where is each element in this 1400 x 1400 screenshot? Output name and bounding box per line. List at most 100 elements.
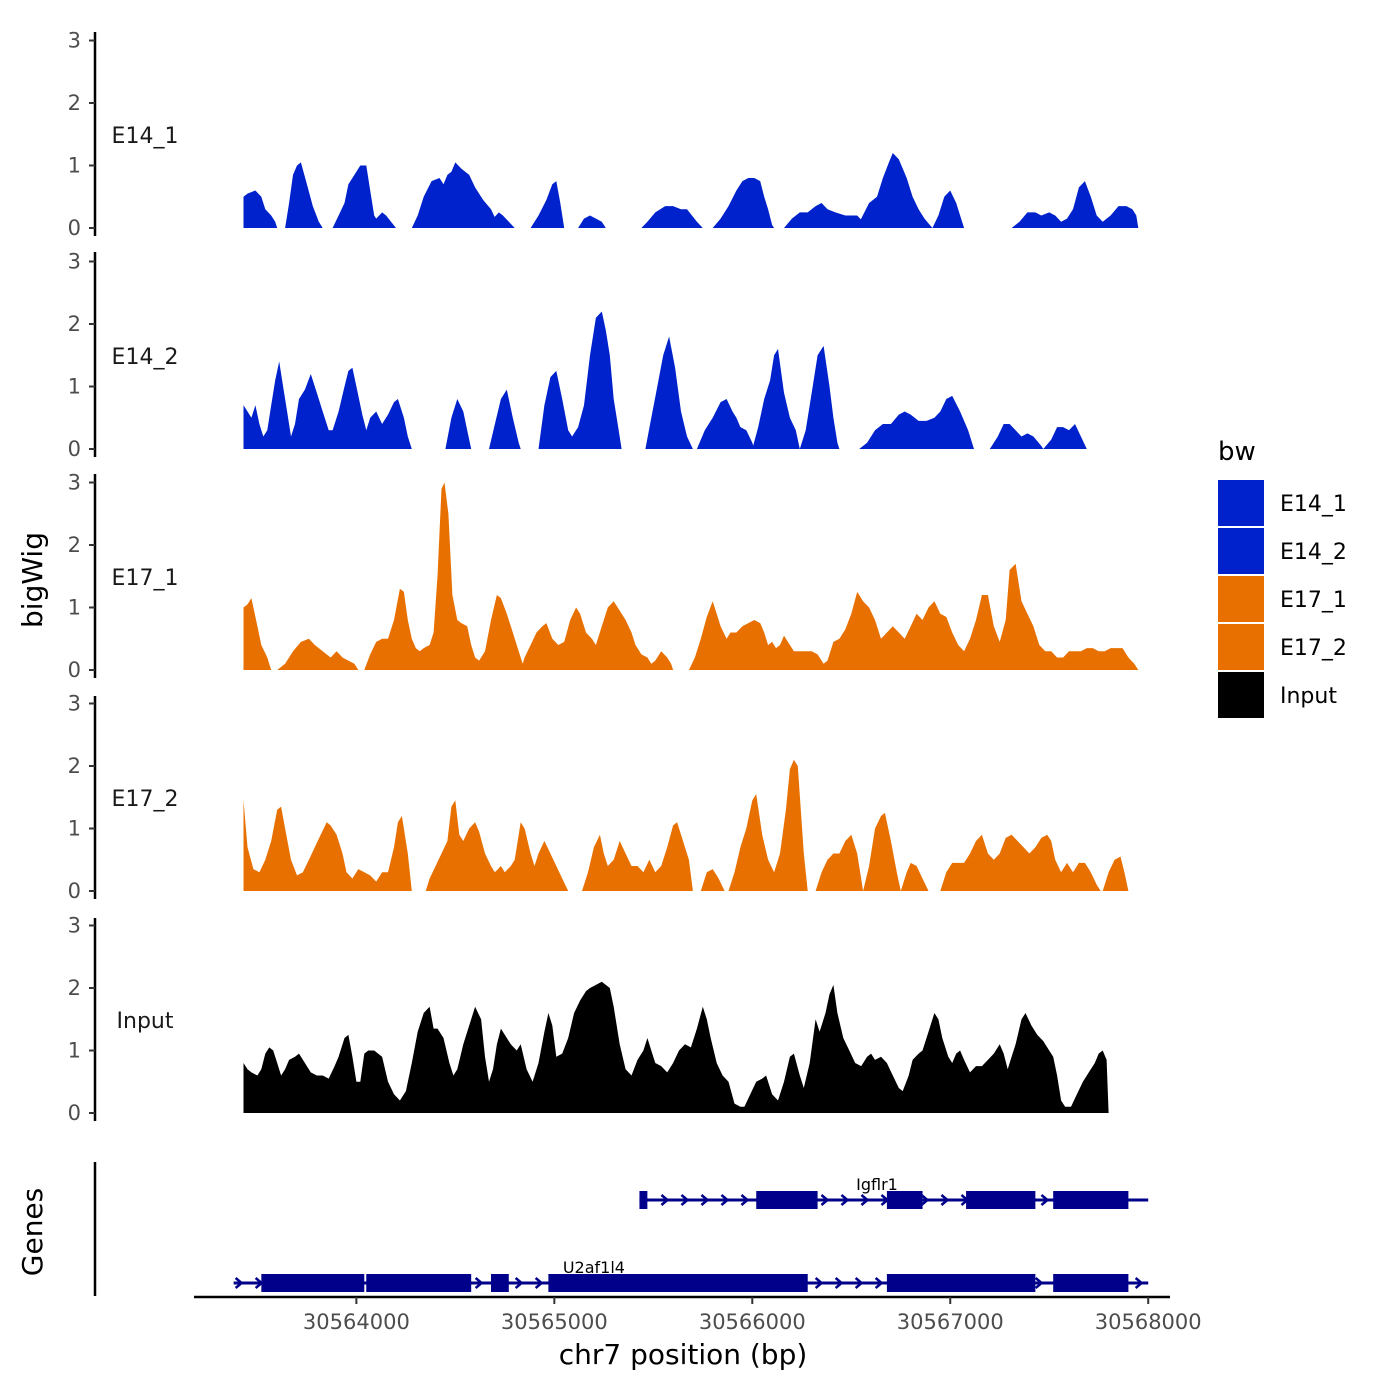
legend-entry-Input: Input (1218, 672, 1337, 718)
y-axis-title: bigWig (16, 532, 49, 628)
genes-axis-title: Genes (16, 1188, 49, 1276)
y-tick-label: 0 (68, 216, 81, 240)
gene-exon (366, 1274, 472, 1292)
signal-area-E17_2 (700, 869, 725, 891)
strand-arrow (860, 1194, 870, 1206)
y-tick-label: 3 (68, 471, 81, 495)
strand-arrow (874, 1277, 884, 1289)
signal-area-E14_1 (578, 215, 606, 228)
track-label: E17_2 (112, 787, 179, 812)
x-axis-title: chr7 position (bp) (559, 1338, 808, 1371)
strand-arrow (840, 1194, 850, 1206)
legend-swatch (1218, 576, 1264, 622)
gene-U2af1l4: U2af1l4 (233, 1258, 1149, 1292)
gene-exon (886, 1274, 1036, 1292)
x-tick-label: 30566000 (699, 1310, 806, 1334)
signal-area-E14_1 (285, 162, 323, 228)
y-tick-label: 2 (68, 976, 81, 1000)
genes-panel: Igflr1 U2af1l4 (93, 1162, 1149, 1296)
signal-area-E14_2 (538, 311, 622, 449)
signal-area-E14_2 (696, 399, 755, 449)
gene-exon (966, 1191, 1036, 1209)
y-tick-label: 1 (68, 154, 81, 178)
signal-area-E14_1 (712, 178, 775, 228)
legend-entry-E14_1: E14_1 (1218, 480, 1347, 526)
signal-area-E17_2 (582, 822, 693, 891)
legend-entry-E17_2: E17_2 (1218, 624, 1347, 670)
signal-area-E14_2 (645, 336, 693, 449)
signal-area-E14_1 (1011, 181, 1139, 228)
legend-label: E14_2 (1280, 540, 1347, 565)
x-axis: 30564000 30565000 30566000 30567000 30568000 (194, 1295, 1202, 1334)
strand-arrow (940, 1194, 950, 1206)
gene-exon (548, 1274, 808, 1292)
signal-area-E14_2 (489, 389, 521, 449)
signal-area-E14_1 (243, 190, 278, 228)
strand-arrow (834, 1277, 844, 1289)
strand-arrow (660, 1194, 670, 1206)
signal-area-E14_2 (243, 361, 412, 449)
strand-arrow (234, 1277, 244, 1289)
signal-area-E14_1 (855, 153, 933, 228)
signal-area-E17_2 (728, 759, 808, 891)
legend-label: E14_1 (1280, 492, 1347, 517)
x-tick-label: 30567000 (897, 1310, 1004, 1334)
strand-arrow (920, 1194, 930, 1206)
y-tick-label: 2 (68, 754, 81, 778)
legend-entry-E14_2: E14_2 (1218, 528, 1347, 574)
gene-label: Igflr1 (856, 1175, 898, 1194)
strand-arrow (740, 1194, 750, 1206)
strand-arrow (680, 1194, 690, 1206)
signal-area-E14_1 (411, 162, 501, 228)
track-label: E14_2 (112, 345, 179, 370)
signal-area-Input (243, 981, 1109, 1113)
signal-area-E17_2 (815, 834, 864, 891)
track-Input: 0 1 2 3 Input (68, 914, 1109, 1125)
gene-exon (490, 1274, 509, 1292)
legend-title: bw (1218, 437, 1256, 467)
gene-exon (1053, 1274, 1129, 1292)
strand-arrow (1134, 1277, 1144, 1289)
gene-exon (886, 1191, 923, 1209)
y-tick-label: 1 (68, 375, 81, 399)
gene-Igflr1: Igflr1 (639, 1175, 1149, 1209)
strand-arrow (514, 1277, 524, 1289)
track-E14_2: 0 1 2 3 E14_2 (68, 250, 1087, 461)
strand-arrow (1034, 1277, 1044, 1289)
strand-arrow (720, 1194, 730, 1206)
strand-arrow (534, 1277, 544, 1289)
signal-area-E14_1 (784, 203, 868, 228)
track-label: E17_1 (112, 566, 179, 591)
legend: bw E14_1 E14_2 E17_1 E17_2 Input (1218, 437, 1347, 718)
strand-arrow (820, 1194, 830, 1206)
x-tick-label: 30564000 (303, 1310, 410, 1334)
gene-exon (261, 1274, 365, 1292)
signal-area-E17_2 (425, 800, 569, 891)
signal-area-E17_2 (863, 812, 901, 891)
y-tick-label: 3 (68, 250, 81, 274)
signal-area-E17_2 (243, 800, 412, 891)
signal-tracks: 0 1 2 3 E14_1 0 1 2 3 E14_2 0 1 2 3 E17_1 0 1 2 3 E17_2 0 1 2 3… (68, 29, 1139, 1125)
signal-area-E14_2 (799, 345, 840, 449)
signal-area-E17_1 (364, 482, 674, 670)
strand-arrow (854, 1277, 864, 1289)
strand-arrow (814, 1277, 824, 1289)
y-tick-label: 3 (68, 29, 81, 53)
y-tick-label: 0 (68, 437, 81, 461)
y-tick-label: 0 (68, 1101, 81, 1125)
signal-area-E14_1 (487, 212, 515, 228)
y-tick-label: 2 (68, 91, 81, 115)
signal-area-E14_2 (445, 399, 472, 449)
y-tick-label: 0 (68, 658, 81, 682)
y-tick-label: 1 (68, 817, 81, 841)
signal-area-E14_2 (989, 424, 1044, 449)
strand-arrow (700, 1194, 710, 1206)
track-label: E14_1 (112, 124, 179, 149)
gene-exon (1053, 1191, 1129, 1209)
y-tick-label: 2 (68, 312, 81, 336)
signal-area-E17_2 (940, 834, 1101, 891)
signal-area-E17_1 (688, 563, 1139, 670)
track-E14_1: 0 1 2 3 E14_1 (68, 29, 1139, 240)
